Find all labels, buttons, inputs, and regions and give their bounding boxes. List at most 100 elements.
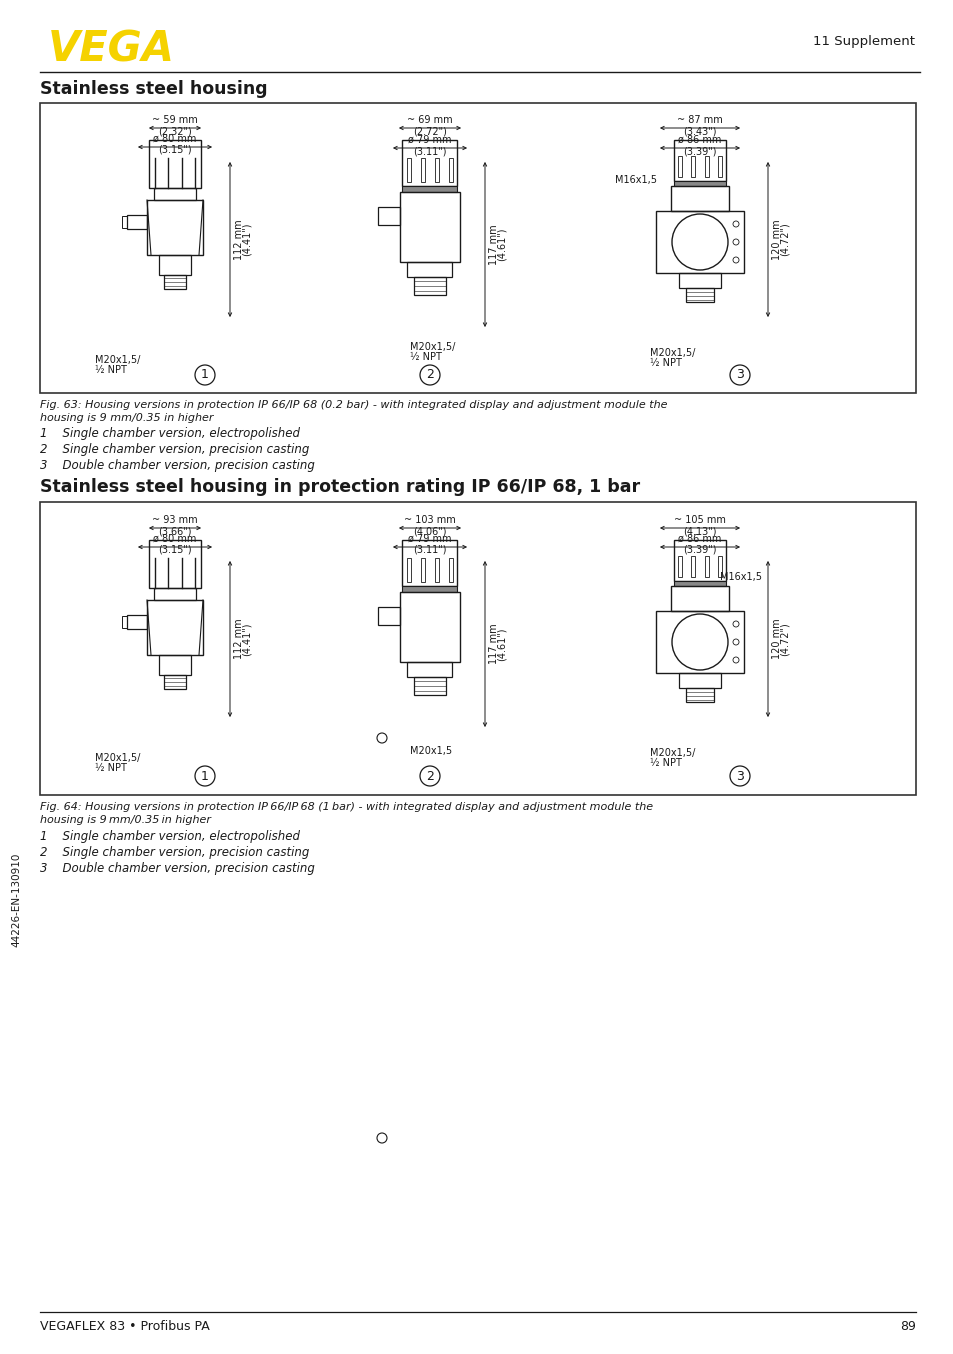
Bar (127, 615, 147, 630)
Bar (377, 607, 399, 626)
Text: (4.13"): (4.13") (682, 525, 716, 536)
Bar (402, 540, 457, 586)
Circle shape (729, 366, 749, 385)
Circle shape (194, 766, 214, 787)
Bar (377, 207, 399, 225)
Text: ½ NPT: ½ NPT (649, 357, 681, 368)
Bar (656, 611, 743, 673)
Text: Stainless steel housing in protection rating IP 66/IP 68, 1 bar: Stainless steel housing in protection ra… (40, 478, 639, 496)
Bar (399, 592, 459, 662)
Bar (678, 556, 681, 577)
Bar (670, 185, 728, 211)
Bar (673, 581, 725, 586)
Bar (685, 688, 713, 701)
Bar (407, 662, 452, 677)
Text: housing is 9 mm/0.35 in higher: housing is 9 mm/0.35 in higher (40, 413, 213, 422)
Text: ½ NPT: ½ NPT (410, 352, 441, 362)
Text: 1: 1 (201, 769, 209, 783)
Text: (4.06"): (4.06") (413, 525, 446, 536)
Bar (420, 558, 424, 582)
Text: (4.61"): (4.61") (497, 227, 506, 261)
Text: ~ 105 mm: ~ 105 mm (674, 515, 725, 525)
Bar (40, 502, 915, 795)
Text: (3.39"): (3.39") (682, 146, 716, 156)
Bar (414, 677, 446, 695)
Text: 2    Single chamber version, precision casting: 2 Single chamber version, precision cast… (40, 443, 309, 456)
Text: 3: 3 (736, 769, 743, 783)
Text: ~ 87 mm: ~ 87 mm (677, 115, 722, 125)
Text: 1: 1 (201, 368, 209, 382)
Bar (414, 278, 446, 295)
Text: 120 mm: 120 mm (771, 219, 781, 260)
Bar (435, 158, 438, 181)
Text: VEGAFLEX 83 • Profibus PA: VEGAFLEX 83 • Profibus PA (40, 1320, 210, 1332)
Text: 89: 89 (900, 1320, 915, 1332)
Text: 112 mm: 112 mm (233, 619, 244, 659)
Text: M20x1,5/: M20x1,5/ (95, 355, 140, 366)
Bar (40, 103, 915, 393)
Bar (402, 586, 457, 592)
Text: ~ 103 mm: ~ 103 mm (404, 515, 456, 525)
Text: ø 79 mm: ø 79 mm (408, 135, 452, 145)
Bar (673, 540, 725, 581)
Text: ½ NPT: ½ NPT (649, 758, 681, 768)
Bar (718, 156, 721, 177)
Text: ø 86 mm: ø 86 mm (678, 533, 720, 544)
Bar (149, 540, 201, 588)
Bar (127, 215, 147, 229)
Text: ½ NPT: ½ NPT (95, 366, 127, 375)
Text: 44226-EN-130910: 44226-EN-130910 (11, 853, 21, 948)
Text: Fig. 63: Housing versions in protection IP 66/IP 68 (0.2 bar) - with integrated : Fig. 63: Housing versions in protection … (40, 399, 667, 410)
Text: Fig. 64: Housing versions in protection IP 66/IP 68 (1 bar) - with integrated di: Fig. 64: Housing versions in protection … (40, 802, 653, 812)
Bar (435, 558, 438, 582)
Text: M16x1,5: M16x1,5 (720, 571, 761, 582)
Text: 120 mm: 120 mm (771, 619, 781, 659)
Bar (159, 655, 191, 676)
Text: (3.66"): (3.66") (158, 525, 192, 536)
Text: (3.43"): (3.43") (682, 126, 716, 135)
Text: M20x1,5/: M20x1,5/ (649, 348, 695, 357)
Text: ø 86 mm: ø 86 mm (678, 135, 720, 145)
Bar (159, 255, 191, 275)
Text: (4.72"): (4.72") (780, 621, 789, 655)
Text: (2.32"): (2.32") (158, 126, 192, 135)
Text: ø 80 mm: ø 80 mm (153, 533, 196, 544)
Bar (407, 158, 411, 181)
Text: M20x1,5/: M20x1,5/ (410, 343, 455, 352)
Bar (704, 556, 708, 577)
Bar (147, 200, 203, 255)
Bar (122, 217, 127, 227)
Text: 11 Supplement: 11 Supplement (812, 35, 914, 47)
Text: ~ 93 mm: ~ 93 mm (152, 515, 197, 525)
Bar (670, 586, 728, 611)
Bar (678, 156, 681, 177)
Text: 3: 3 (736, 368, 743, 382)
Text: Stainless steel housing: Stainless steel housing (40, 80, 268, 97)
Bar (679, 673, 720, 688)
Bar (149, 139, 201, 188)
Bar (407, 558, 411, 582)
Text: (3.39"): (3.39") (682, 546, 716, 555)
Bar (402, 185, 457, 192)
Text: 3    Double chamber version, precision casting: 3 Double chamber version, precision cast… (40, 862, 314, 875)
Text: 1    Single chamber version, electropolished: 1 Single chamber version, electropolishe… (40, 427, 299, 440)
Text: ½ NPT: ½ NPT (95, 764, 127, 773)
Bar (449, 558, 453, 582)
Bar (704, 156, 708, 177)
Bar (691, 156, 695, 177)
Bar (679, 274, 720, 288)
Text: (4.72"): (4.72") (780, 222, 789, 256)
Text: (4.41"): (4.41") (242, 223, 252, 256)
Text: housing is 9 mm/0.35 in higher: housing is 9 mm/0.35 in higher (40, 815, 211, 825)
Text: 3    Double chamber version, precision casting: 3 Double chamber version, precision cast… (40, 459, 314, 473)
Bar (153, 188, 195, 200)
Circle shape (419, 766, 439, 787)
Bar (153, 588, 195, 600)
Text: (3.15"): (3.15") (158, 546, 192, 555)
Bar (122, 616, 127, 628)
Text: (3.15"): (3.15") (158, 145, 192, 154)
Bar (399, 192, 459, 263)
Bar (685, 288, 713, 302)
Bar (718, 556, 721, 577)
Text: M20x1,5/: M20x1,5/ (95, 753, 140, 764)
